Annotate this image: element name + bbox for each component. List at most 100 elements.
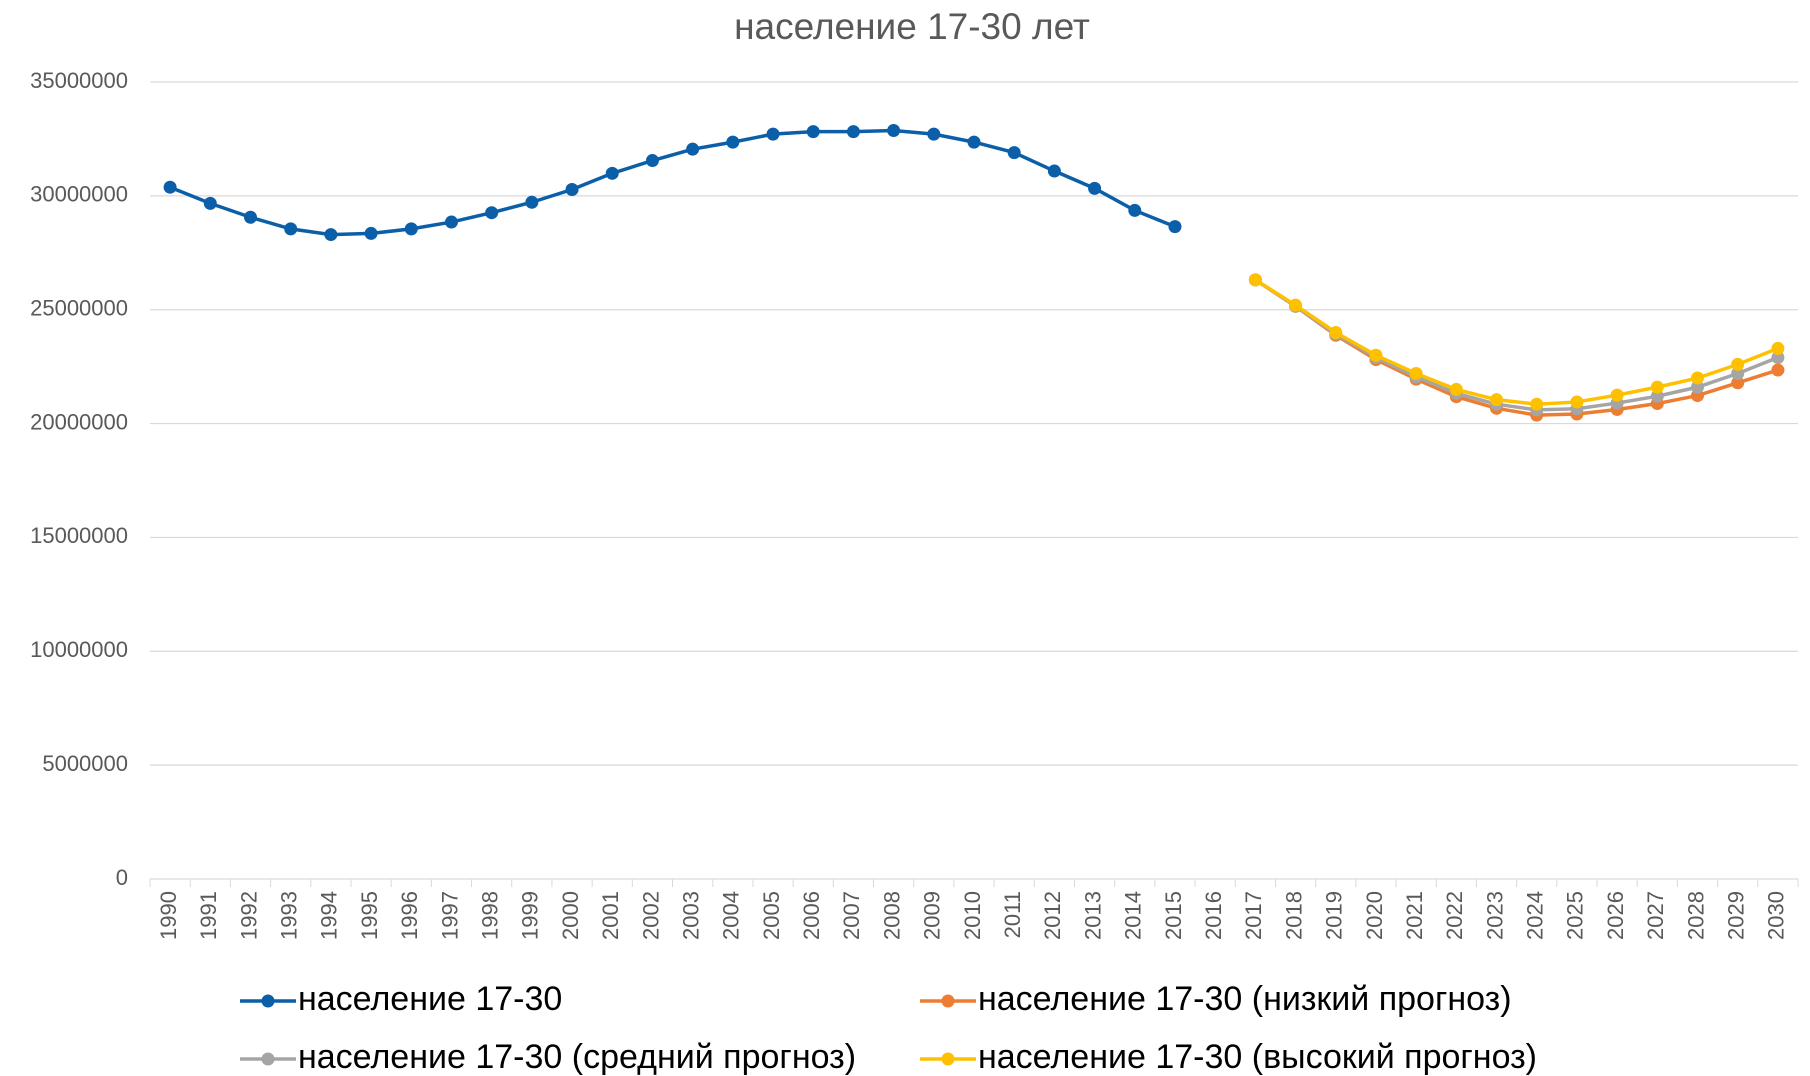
data-point [1610,388,1624,402]
x-tick-label: 2026 [1603,891,1628,940]
data-point [1047,164,1061,178]
data-point [726,135,740,149]
data-point [1007,146,1021,160]
data-point [1771,351,1785,365]
x-tick-label: 1997 [437,891,462,940]
legend-swatch-marker [941,1052,955,1066]
x-tick-label: 1999 [518,891,543,940]
x-tick-label: 2020 [1362,891,1387,940]
data-point [1409,366,1423,380]
data-point [203,196,217,210]
x-tick-label: 2001 [598,891,623,940]
x-tick-label: 2028 [1683,891,1708,940]
data-point [806,125,820,139]
legend-swatch-marker [261,1052,275,1066]
data-point [1731,357,1745,371]
series-line [1254,278,1779,406]
x-tick-label: 2002 [638,891,663,940]
x-tick-label: 2000 [558,891,583,940]
x-tick-label: 2027 [1643,891,1668,940]
data-point [1570,395,1584,409]
y-tick-label: 20000000 [30,409,128,434]
x-tick-label: 2017 [1241,891,1266,940]
data-point [485,206,499,220]
y-tick-label: 35000000 [30,68,128,93]
legend-swatch-marker [941,994,955,1008]
data-point [1329,325,1343,339]
data-point [444,215,458,229]
data-point [404,222,418,236]
data-point [1168,220,1182,234]
data-point [1650,380,1664,394]
data-point [1731,376,1745,390]
data-point [284,222,298,236]
data-point [887,124,901,138]
x-tick-label: 1990 [156,891,181,940]
data-point [1771,363,1785,377]
y-tick-label: 0 [116,865,128,890]
legend-label: население 17-30 (средний прогноз) [298,1038,856,1076]
data-point [1650,389,1664,403]
x-tick-label: 2014 [1121,891,1146,940]
x-tick-label: 2012 [1040,891,1065,940]
x-tick-label: 2030 [1764,891,1789,940]
x-tick-label: 2019 [1322,891,1347,940]
x-tick-label: 2009 [920,891,945,940]
data-point [525,195,539,209]
data-point [1691,371,1705,385]
data-point [1691,380,1705,394]
data-point [686,142,700,156]
x-tick-label: 2004 [719,891,744,940]
x-tick-label: 2021 [1402,891,1427,940]
y-tick-label: 25000000 [30,296,128,321]
x-tick-label: 2003 [678,891,703,940]
data-point [927,127,941,141]
data-point [364,226,378,240]
data-point [1248,273,1262,287]
x-tick-label: 2006 [799,891,824,940]
x-tick-label: 2029 [1724,891,1749,940]
data-point [324,228,338,242]
y-tick-label: 30000000 [30,182,128,207]
y-tick-label: 5000000 [42,751,128,776]
data-point [766,127,780,141]
data-point [243,210,257,224]
y-tick-label: 15000000 [30,523,128,548]
series-line [169,128,1176,237]
legend-swatch-marker [261,994,275,1008]
x-tick-label: 1994 [317,891,342,940]
x-tick-label: 2008 [879,891,904,940]
x-tick-label: 2010 [960,891,985,940]
x-tick-label: 2013 [1080,891,1105,940]
x-tick-label: 1993 [276,891,301,940]
legend-label: население 17-30 (высокий прогноз) [978,1038,1537,1076]
data-point [565,182,579,196]
x-tick-label: 1995 [357,891,382,940]
x-tick-label: 2018 [1281,891,1306,940]
data-point [645,154,659,168]
data-point [163,180,177,194]
x-tick-label: 2025 [1563,891,1588,940]
x-tick-label: 2011 [1000,891,1025,938]
data-point [1771,341,1785,355]
data-point [846,125,860,139]
x-tick-label: 2023 [1482,891,1507,940]
x-tick-label: 2022 [1442,891,1467,940]
x-tick-label: 2015 [1161,891,1186,940]
legend-label: население 17-30 [298,980,562,1018]
x-tick-label: 2024 [1523,891,1548,940]
data-point [1128,203,1142,217]
data-point [1449,382,1463,396]
data-point [1369,348,1383,362]
x-tick-label: 2005 [759,891,784,940]
x-tick-label: 1992 [236,891,261,940]
legend-label: население 17-30 (низкий прогноз) [978,980,1512,1018]
data-point [605,166,619,180]
data-point [967,135,981,149]
data-point [1289,298,1303,312]
x-tick-label: 1998 [477,891,502,940]
x-tick-label: 1996 [397,891,422,940]
data-point [1088,181,1102,195]
chart-title: население 17-30 лет [734,6,1090,47]
